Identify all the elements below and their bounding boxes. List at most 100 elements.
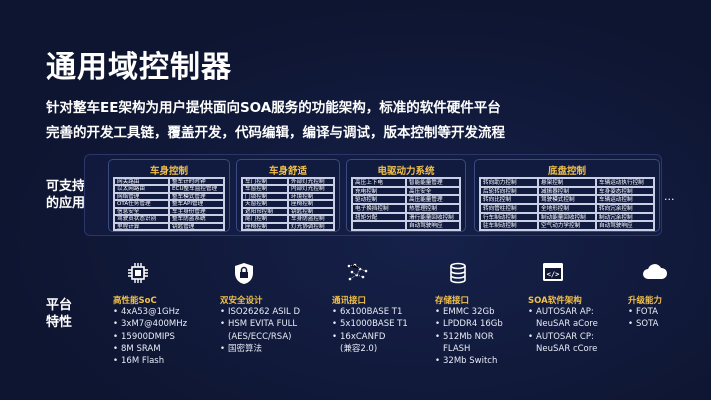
app-function-cell: 制动冗余控制 — [596, 212, 654, 222]
feature-3: 通讯接口 • 6x100BASE T1 • 5x1000BASE T1 • 16xCA… — [332, 262, 442, 355]
feature-item-text: SOTA — [636, 319, 659, 330]
feature-item-text: 512Mb NOR — [443, 331, 494, 342]
app-function-cell: 整车模式管理 — [169, 192, 224, 201]
database-icon — [435, 262, 545, 286]
app-function-cell: 高压能量管理 — [406, 195, 460, 204]
app-function-cell: 转向比控制 — [480, 195, 538, 204]
feature-item-text: ISO26262 ASIL D — [228, 307, 301, 317]
platform-label-line: 特性 — [46, 315, 73, 330]
app-function-cell: 转向助力控制 — [480, 178, 538, 187]
app-function-cell: 车门控制 — [242, 178, 288, 186]
feature-title: 双安全设计 — [220, 296, 263, 306]
feature-title: 升级能力 — [628, 296, 663, 306]
bullet: • — [528, 331, 534, 342]
app-function-cell: 驾驶员状态识别 — [114, 215, 169, 223]
app-function-cell: 行车制动控制 — [480, 212, 538, 222]
app-function-cell: 以太网路由 — [114, 185, 169, 193]
feature-item-text: FLASH — [443, 343, 471, 354]
bullet: • — [435, 356, 441, 367]
app-function-cell: 驻车制动控制 — [480, 221, 538, 230]
feature-title: 存储接口 — [435, 296, 470, 306]
app-function-cell: 转向冗余控制 — [596, 203, 654, 213]
app-function-cell: 环境控制 — [288, 192, 334, 201]
app-function-cell: 车身姿态控制 — [596, 186, 654, 196]
feature-item: • 16M Flash — [113, 355, 223, 367]
app-function-cell: 驾驶模式控制 — [538, 195, 596, 204]
bullet: • — [220, 343, 226, 354]
bullet: • — [113, 343, 119, 354]
feature-item: • 4xA53@1GHz — [113, 306, 223, 318]
app-function-cell: 扭矩分配 — [352, 212, 406, 222]
app-function-cell: 车身防盗控制 — [288, 215, 334, 223]
bullet: • — [435, 307, 441, 317]
app-function-cell: 充电控制 — [352, 186, 406, 196]
feature-item-text: 8M SRAM — [121, 343, 161, 354]
svg-text:</>: </> — [547, 271, 560, 279]
platform-label: 平台 特性 — [46, 297, 72, 331]
app-function-cell — [352, 221, 406, 230]
app-group: 电驱动力系统 高压上下电 智能能量管理 充电控制 高压安全 驱动控制 高压能量管理 电子换挡控… — [346, 159, 466, 232]
feature-item-text: NeuSAR aCore — [536, 319, 598, 330]
apps-label-line: 的应用 — [46, 196, 86, 211]
bullet: • — [332, 319, 338, 330]
app-function-cell: 网关路由 — [114, 178, 169, 186]
app-function-cell: 滑行能量回收控制 — [406, 212, 460, 222]
app-function-cell: 后轮转向控制 — [480, 186, 538, 196]
bullet: • — [628, 319, 634, 330]
app-function-cell: 灯光协调控制 — [288, 222, 334, 230]
app-group-title: 车身控制 — [149, 166, 188, 177]
network-icon — [332, 262, 442, 286]
app-function-cell: 车窗控制 — [242, 185, 288, 193]
app-function-cell: 内部灯光控制 — [288, 185, 334, 193]
feature-1: 高性能SoC • 4xA53@1GHz • 3xM7@400MHz • 15900DM… — [113, 262, 223, 367]
app-function-cell: 高压安全 — [406, 186, 460, 196]
feature-item: (兼容2.0) — [332, 343, 442, 355]
platform-label-line: 平台 — [46, 298, 73, 313]
app-function-cell: 驱动控制 — [352, 195, 406, 204]
bullet: • — [220, 319, 226, 330]
app-function-cell: 钥匙管理 — [169, 222, 224, 230]
app-function-cell: 自动驾驶响应 — [596, 221, 654, 230]
feature-item: • SOTA — [628, 318, 711, 330]
bullet: • — [332, 307, 338, 317]
bullet: • — [113, 331, 119, 342]
app-group: 车身控制 网关路由 整车计时时钟 以太网路由 ECU整车监控管理 网络管理 整车模式管理 OT… — [108, 159, 230, 232]
bullet: • — [435, 331, 441, 342]
cloud-icon — [628, 262, 711, 286]
feature-item-text: 3xM7@400MHz — [121, 319, 188, 330]
apps-label-line: 可支持 — [46, 179, 86, 194]
feature-item-text: 5x1000BASE T1 — [340, 319, 408, 330]
app-function-cell: 整车API管理 — [169, 200, 224, 208]
app-group: 车身舒适 车门控制 外部灯光控制 车窗控制 内部灯光控制 门锁控制 环境控制 天窗控制 座椅控制… — [236, 159, 340, 232]
bullet: • — [332, 331, 338, 342]
page-title: 通用域控制器 — [46, 50, 232, 85]
feature-item-text: LPDDR4 16Gb — [443, 319, 503, 330]
app-function-cell: 整车防盗系统 — [169, 215, 224, 223]
app-function-cell: 座椅控制 — [288, 200, 334, 208]
app-function-cell: 悬架控制 — [538, 178, 596, 187]
app-function-cell: 电子换挡控制 — [352, 203, 406, 213]
feature-item-text: EMMC 32Gb — [443, 307, 495, 317]
feature-item-text: 4xA53@1GHz — [121, 307, 180, 317]
feature-item-text: HSM EVITA FULL — [228, 319, 298, 330]
app-function-cell: ECU整车监控管理 — [169, 185, 224, 193]
feature-item: • 32Mb Switch — [435, 355, 545, 367]
app-function-cell: 座椅控制 — [242, 222, 288, 230]
subtitle-line-2: 完善的开发工具链，覆盖开发，代码编辑，编译与调试，版本控制等开发流程 — [46, 125, 505, 141]
app-function-cell: 全地形控制 — [538, 203, 596, 213]
feature-item-text: FOTA — [636, 307, 658, 317]
shield-lock-icon — [220, 262, 330, 286]
feature-item: • 3xM7@400MHz — [113, 318, 223, 330]
feature-item: FLASH — [435, 343, 545, 355]
feature-item-text: 15900DMIPS — [121, 331, 175, 342]
feature-item: • 512Mb NOR — [435, 331, 545, 343]
app-function-cell: 热管理控制 — [406, 203, 460, 213]
code-icon: </> — [528, 262, 638, 286]
feature-item: • FOTA — [628, 306, 711, 318]
feature-item: • LPDDR4 16Gb — [435, 318, 545, 330]
bullet: • — [528, 307, 534, 317]
feature-item: • 15900DMIPS — [113, 331, 223, 343]
app-group-title: 电驱动力系统 — [377, 166, 435, 177]
feature-item: • ISO26262 ASIL D — [220, 306, 330, 318]
app-function-cell: 车主身份管理 — [169, 207, 224, 216]
